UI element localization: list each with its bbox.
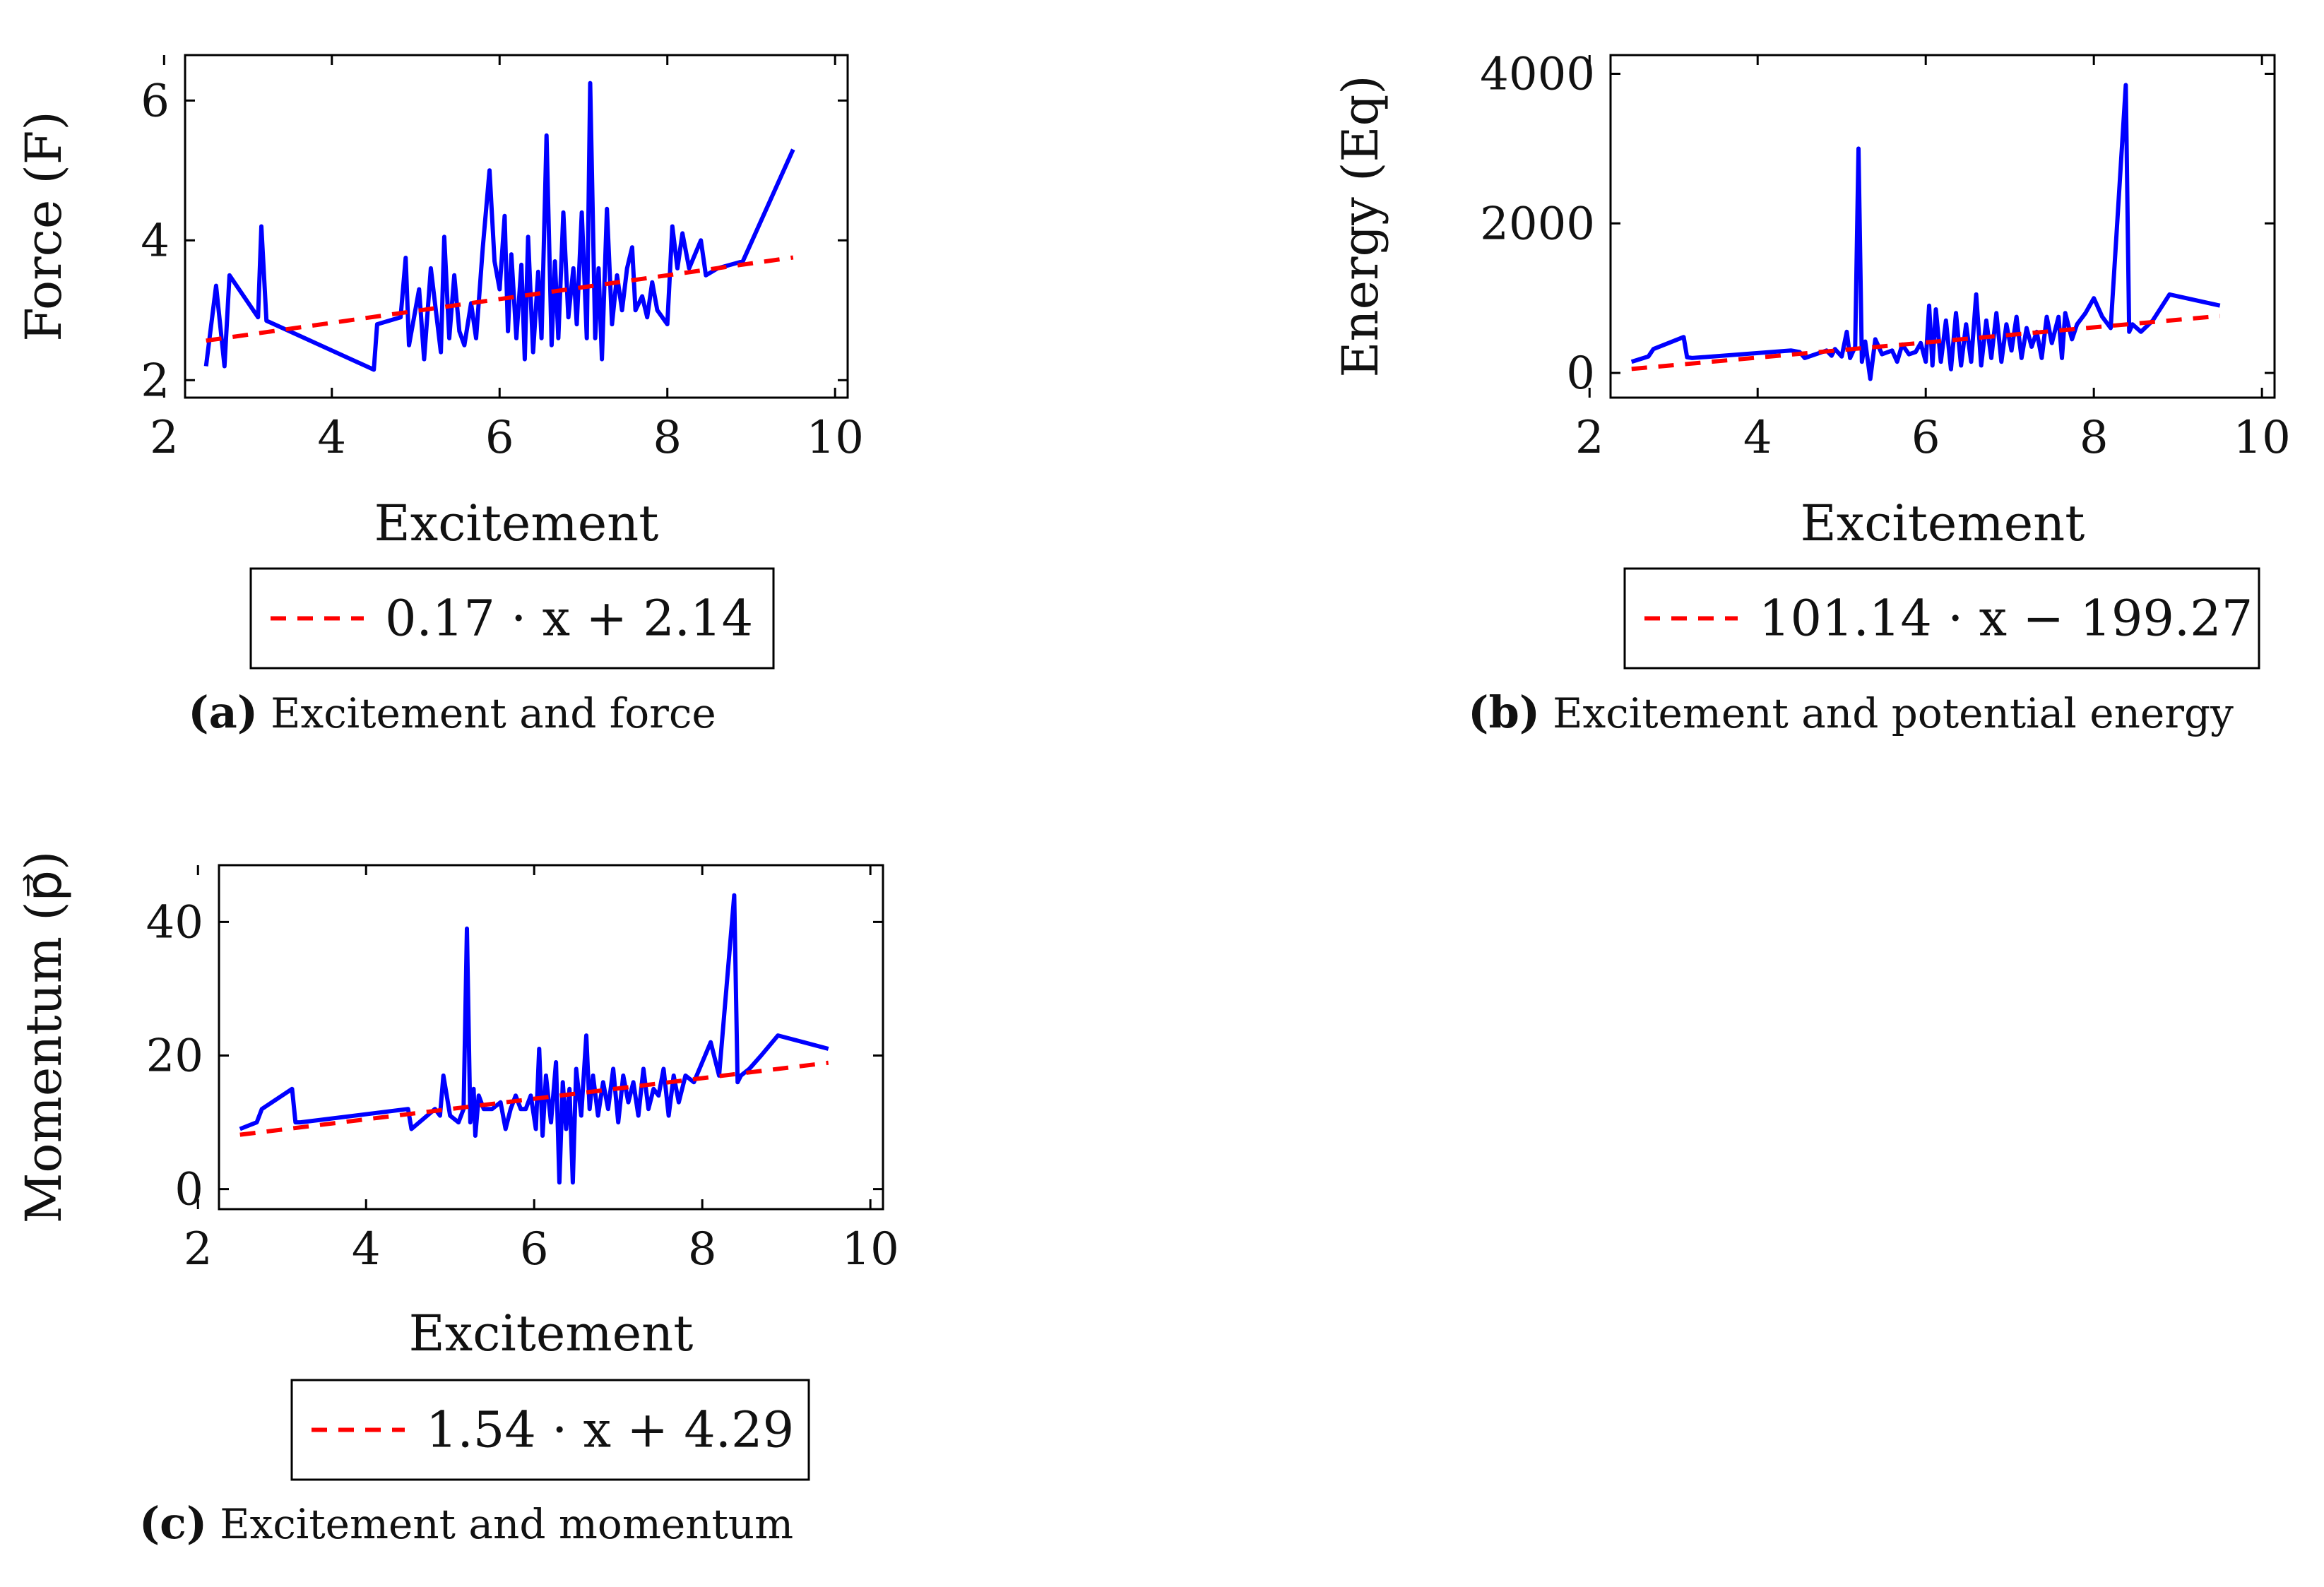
fit-line: [239, 1060, 829, 1137]
x-tick-label: 2: [184, 1223, 213, 1276]
y-axis-title: Energy (Eq): [1332, 75, 1389, 377]
x-tick-label: 8: [653, 412, 682, 464]
y-tick-label: 4000: [1480, 48, 1595, 100]
plot-frame: [184, 54, 849, 399]
x-tick-label: 6: [485, 412, 514, 464]
x-axis-title: Excitement: [374, 494, 659, 552]
y-tick-label: 0: [1566, 347, 1595, 400]
x-tick-label: 2: [150, 412, 179, 464]
y-tick-label: 40: [146, 896, 203, 949]
x-tick-label: 4: [317, 412, 346, 464]
y-tick-label: 2: [141, 355, 170, 407]
y-axis-title: Force (F): [15, 111, 73, 341]
x-tick-label: 6: [1911, 412, 1940, 464]
plot-frame: [218, 864, 884, 1211]
legend-label: 1.54 · x + 4.29: [426, 1401, 794, 1459]
data-series-line: [239, 893, 829, 1185]
y-axis-title: Momentum (p⃗): [15, 851, 73, 1224]
y-tick-label: 0: [174, 1164, 203, 1216]
x-axis-title: Excitement: [409, 1304, 694, 1362]
y-tick-label: 4: [141, 215, 170, 267]
y-tick-label: 20: [146, 1030, 203, 1083]
caption-text: Excitement and potential energy: [1553, 689, 2234, 737]
legend-label: 0.17 · x + 2.14: [385, 590, 753, 648]
x-tick-label: 10: [841, 1223, 899, 1276]
x-tick-label: 8: [688, 1223, 717, 1276]
x-tick-label: 6: [520, 1223, 549, 1276]
x-tick-label: 10: [806, 412, 863, 464]
x-tick-label: 2: [1575, 412, 1604, 464]
caption: (c) Excitement and momentum: [139, 1497, 793, 1549]
x-axis-title: Excitement: [1801, 494, 2085, 552]
fit-line: [206, 255, 794, 343]
caption-letter: (c): [139, 1497, 207, 1549]
x-tick-label: 8: [2080, 412, 2109, 464]
caption: (a) Excitement and force: [188, 686, 716, 738]
panel-a: 2 4 6 8 10 2 4 6 Excitement Force (F) 0.17 · x + 2…: [15, 54, 864, 738]
caption-text: Excitement and momentum: [220, 1500, 793, 1548]
fit-line: [1631, 314, 2220, 372]
panel-b: 2 4 6 8 10 0 2000 4000 Excitement Energy (Eq) 101.…: [1332, 48, 2291, 738]
caption-letter: (a): [188, 686, 258, 738]
legend-label: 101.14 · x − 199.27: [1759, 590, 2253, 648]
data-series-line: [1630, 83, 2221, 381]
panel-c: 2 4 6 8 10 0 20 40 Excitement Momentum (p⃗) 1.54 ·…: [15, 851, 899, 1549]
data-series-line: [203, 81, 795, 372]
y-tick-label: 6: [141, 75, 170, 127]
caption: (b) Excitement and potential energy: [1468, 686, 2234, 738]
caption-letter: (b): [1468, 686, 1540, 738]
x-tick-label: 4: [352, 1223, 381, 1276]
x-tick-label: 10: [2233, 412, 2290, 464]
y-tick-label: 2000: [1480, 198, 1595, 250]
x-tick-label: 4: [1743, 412, 1772, 464]
plot-frame: [1609, 54, 2276, 399]
caption-text: Excitement and force: [271, 689, 716, 737]
